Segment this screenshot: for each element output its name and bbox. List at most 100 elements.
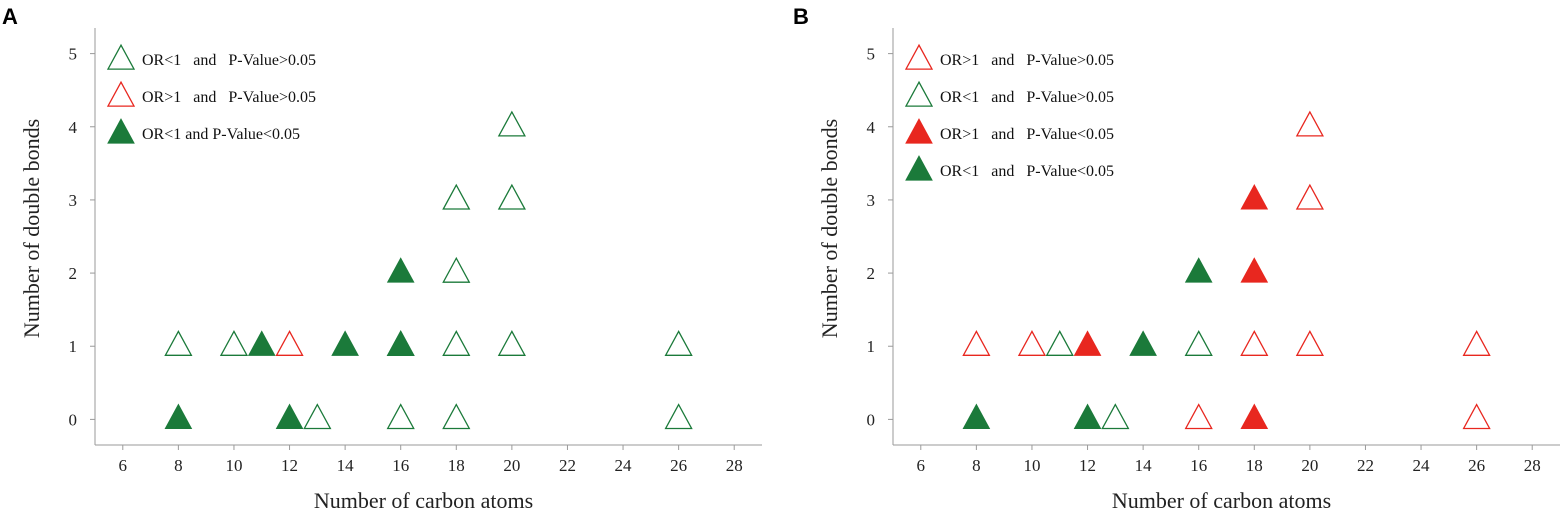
x-tick-label: 14 xyxy=(1135,456,1153,475)
data-point-filled-triangle xyxy=(1240,257,1269,283)
x-tick-label: 12 xyxy=(1079,456,1096,475)
x-axis-title: Number of carbon atoms xyxy=(1112,488,1331,513)
panel-label: A xyxy=(2,4,18,29)
data-point-open-triangle xyxy=(1462,330,1491,356)
legend-marker-open-triangle xyxy=(106,43,136,70)
series-2 xyxy=(275,330,304,356)
legend-label: OR<1 and P-Value>0.05 xyxy=(940,89,1114,106)
x-tick-label: 24 xyxy=(1413,456,1431,475)
series-3 xyxy=(1073,184,1269,429)
data-point-open-triangle xyxy=(497,183,526,210)
x-tick-label: 6 xyxy=(119,456,128,475)
data-point-open-triangle xyxy=(386,403,415,430)
data-point-filled-triangle xyxy=(962,403,991,429)
series-1 xyxy=(164,110,693,430)
data-point-open-triangle xyxy=(219,330,249,356)
x-tick-label: 12 xyxy=(281,456,298,475)
x-tick-label: 24 xyxy=(615,456,633,475)
y-axis-title: Number of double bonds xyxy=(19,119,44,338)
y-tick-label: 0 xyxy=(867,410,876,429)
data-point-open-triangle xyxy=(442,330,471,356)
data-point-open-triangle xyxy=(164,330,193,356)
x-tick-label: 16 xyxy=(392,456,409,475)
data-point-open-triangle xyxy=(664,403,693,430)
y-tick-label: 5 xyxy=(867,45,876,64)
y-tick-label: 3 xyxy=(69,191,78,210)
legend-label: OR>1 and P-Value>0.05 xyxy=(142,89,316,106)
legend-label: OR>1 and P-Value>0.05 xyxy=(940,52,1114,69)
data-point-open-triangle xyxy=(1184,403,1213,430)
series-1 xyxy=(962,110,1491,430)
x-tick-label: 8 xyxy=(174,456,183,475)
x-tick-label: 22 xyxy=(559,456,576,475)
data-point-open-triangle xyxy=(442,256,471,283)
y-tick-label: 0 xyxy=(69,410,78,429)
data-point-open-triangle xyxy=(1017,330,1047,356)
legend: OR>1 and P-Value>0.05 OR<1 and P-Value>0.… xyxy=(904,43,1114,181)
x-axis-title: Number of carbon atoms xyxy=(314,488,533,513)
data-point-filled-triangle xyxy=(1073,330,1102,356)
data-point-open-triangle xyxy=(497,110,526,137)
data-point-filled-triangle xyxy=(275,403,304,429)
x-tick-label: 8 xyxy=(972,456,981,475)
data-point-filled-triangle xyxy=(1240,403,1269,429)
x-tick-label: 18 xyxy=(1246,456,1263,475)
data-point-filled-triangle xyxy=(1073,403,1102,429)
data-point-open-triangle xyxy=(442,183,471,210)
legend-label: OR<1 and P-Value>0.05 xyxy=(142,52,316,69)
data-point-open-triangle xyxy=(442,403,471,430)
series-4 xyxy=(962,257,1213,429)
y-tick-label: 1 xyxy=(867,337,876,356)
x-tick-label: 20 xyxy=(1301,456,1318,475)
x-tick-label: 10 xyxy=(225,456,242,475)
data-point-open-triangle xyxy=(1184,330,1213,356)
y-tick-label: 4 xyxy=(867,118,876,137)
data-point-filled-triangle xyxy=(1129,330,1157,356)
x-tick-label: 10 xyxy=(1023,456,1040,475)
panel-label: B xyxy=(793,4,809,29)
legend-marker-open-triangle xyxy=(904,43,934,70)
data-point-open-triangle xyxy=(497,330,526,356)
legend-label: OR<1 and P-Value<0.05 xyxy=(940,163,1114,180)
data-point-open-triangle xyxy=(962,330,991,356)
legend-marker-filled-triangle xyxy=(107,118,135,144)
legend-label: OR<1 and P-Value<0.05 xyxy=(142,126,300,143)
y-tick-label: 4 xyxy=(69,118,78,137)
data-point-filled-triangle xyxy=(1240,184,1269,210)
y-tick-label: 2 xyxy=(69,264,78,283)
data-point-open-triangle xyxy=(1240,330,1269,356)
y-tick-label: 1 xyxy=(69,337,78,356)
y-tick-label: 3 xyxy=(867,191,876,210)
data-point-open-triangle xyxy=(303,403,332,430)
x-tick-label: 18 xyxy=(448,456,465,475)
x-tick-label: 14 xyxy=(337,456,355,475)
data-point-open-triangle xyxy=(1462,403,1491,430)
x-tick-label: 20 xyxy=(503,456,520,475)
data-point-open-triangle xyxy=(664,330,693,356)
x-tick-label: 26 xyxy=(1468,456,1485,475)
y-axis-title: Number of double bonds xyxy=(817,119,842,338)
legend-marker-open-triangle xyxy=(106,80,136,107)
series-2 xyxy=(1045,330,1213,430)
data-point-filled-triangle xyxy=(164,403,193,429)
y-tick-label: 5 xyxy=(69,45,78,64)
x-tick-label: 16 xyxy=(1190,456,1207,475)
x-tick-label: 28 xyxy=(1524,456,1541,475)
x-tick-label: 22 xyxy=(1357,456,1374,475)
data-point-open-triangle xyxy=(1101,403,1130,430)
legend-marker-filled-triangle xyxy=(905,118,933,144)
data-point-filled-triangle xyxy=(1184,257,1213,283)
data-point-open-triangle xyxy=(1295,330,1324,356)
data-point-filled-triangle xyxy=(331,330,359,356)
legend-marker-filled-triangle xyxy=(905,155,933,181)
data-point-open-triangle xyxy=(1045,330,1074,356)
data-point-open-triangle xyxy=(1295,110,1324,137)
data-point-open-triangle xyxy=(275,330,304,356)
data-point-filled-triangle xyxy=(247,330,276,356)
legend-label: OR>1 and P-Value<0.05 xyxy=(940,126,1114,143)
data-point-filled-triangle xyxy=(386,330,415,356)
x-tick-label: 28 xyxy=(726,456,743,475)
